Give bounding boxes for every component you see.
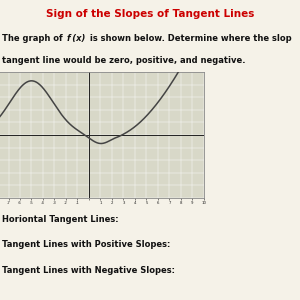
Text: Sign of the Slopes of Tangent Lines: Sign of the Slopes of Tangent Lines: [46, 9, 254, 19]
Text: f (x): f (x): [67, 34, 85, 43]
Text: Tangent Lines with Negative Slopes:: Tangent Lines with Negative Slopes:: [2, 266, 175, 275]
Text: Horiontal Tangent Lines:: Horiontal Tangent Lines:: [2, 215, 118, 224]
Text: is shown below. Determine where the slop: is shown below. Determine where the slop: [87, 34, 292, 43]
Text: The graph of: The graph of: [2, 34, 65, 43]
Text: Tangent Lines with Positive Slopes:: Tangent Lines with Positive Slopes:: [2, 240, 170, 249]
Text: tangent line would be zero, positive, and negative.: tangent line would be zero, positive, an…: [2, 56, 245, 64]
